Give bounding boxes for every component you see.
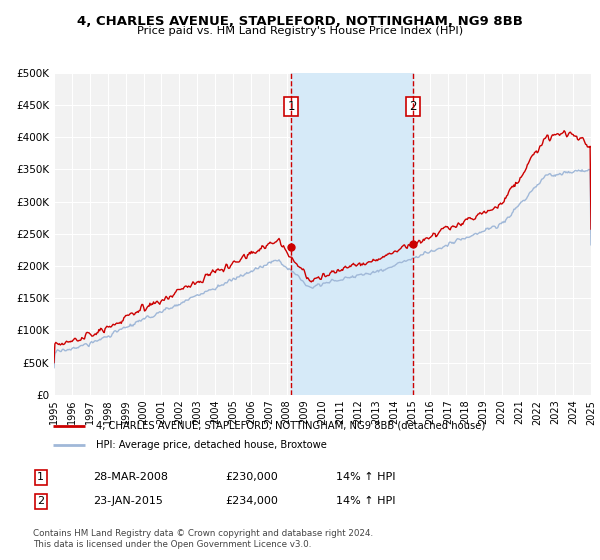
Text: 1: 1 [287,100,295,113]
Text: 2: 2 [37,496,44,506]
Text: This data is licensed under the Open Government Licence v3.0.: This data is licensed under the Open Gov… [33,540,311,549]
Bar [291,73,413,395]
Text: 4, CHARLES AVENUE, STAPLEFORD, NOTTINGHAM, NG9 8BB (detached house): 4, CHARLES AVENUE, STAPLEFORD, NOTTINGHA… [96,421,485,431]
Text: £230,000: £230,000 [225,472,278,482]
Text: Price paid vs. HM Land Registry's House Price Index (HPI): Price paid vs. HM Land Registry's House … [137,26,463,36]
Text: HPI: Average price, detached house, Broxtowe: HPI: Average price, detached house, Brox… [96,440,327,450]
Text: 1: 1 [37,472,44,482]
Text: 14% ↑ HPI: 14% ↑ HPI [336,472,395,482]
Text: 14% ↑ HPI: 14% ↑ HPI [336,496,395,506]
Text: 2: 2 [409,100,417,113]
Text: Contains HM Land Registry data © Crown copyright and database right 2024.: Contains HM Land Registry data © Crown c… [33,529,373,538]
Text: £234,000: £234,000 [225,496,278,506]
Text: 23-JAN-2015: 23-JAN-2015 [93,496,163,506]
Text: 28-MAR-2008: 28-MAR-2008 [93,472,168,482]
Text: 4, CHARLES AVENUE, STAPLEFORD, NOTTINGHAM, NG9 8BB: 4, CHARLES AVENUE, STAPLEFORD, NOTTINGHA… [77,15,523,27]
